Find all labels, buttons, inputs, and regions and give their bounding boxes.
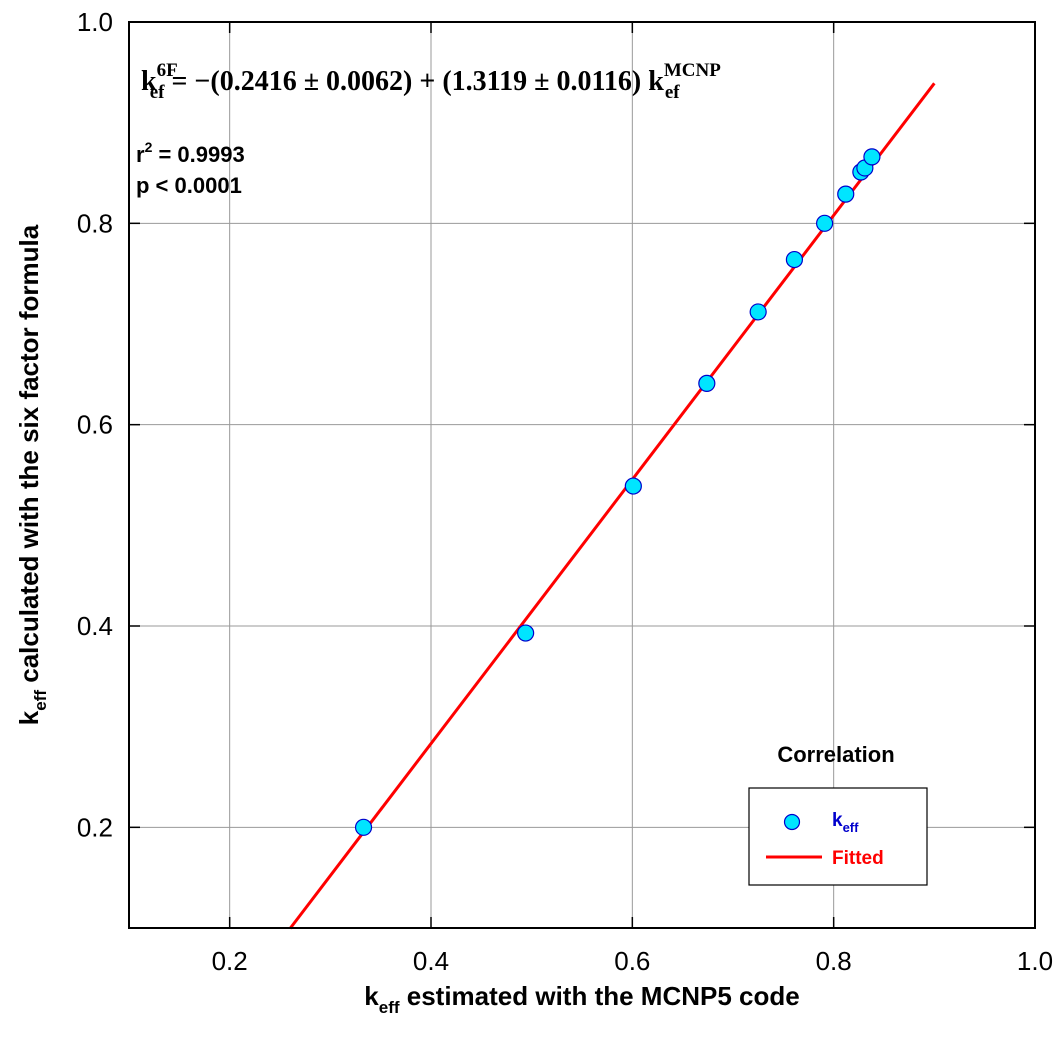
eq-lhs-sup: 6F	[157, 60, 178, 81]
r2-sup: 2	[145, 139, 153, 155]
y-title-main: k	[14, 710, 44, 725]
data-point	[698, 374, 716, 392]
r2-value: = 0.9993	[152, 142, 244, 167]
x-axis-title: keff estimated with the MCNP5 code	[364, 981, 799, 1017]
plot-frame	[128, 21, 1036, 929]
y-tick-label: 0.8	[77, 208, 113, 238]
data-point	[354, 818, 373, 836]
y-tick-label: 1.0	[77, 7, 113, 37]
y-tick-label: 0.4	[77, 611, 113, 641]
x-tick-label: 1.0	[1017, 946, 1053, 976]
x-tick-label: 0.8	[816, 946, 852, 976]
data-point	[816, 214, 834, 232]
x-title-rest: estimated with the MCNP5 code	[400, 981, 800, 1011]
legend-marker-keff	[783, 813, 801, 831]
data-point	[863, 148, 881, 166]
legend-label-fitted: Fitted	[832, 848, 884, 869]
eq-lhs-sub: ef	[150, 82, 165, 103]
data-point	[517, 624, 535, 642]
plot-area	[288, 82, 936, 930]
eq-rhs-sup: MCNP	[664, 60, 721, 81]
regression-equation: k6F ef = −(0.2416 ± 0.0062) + (1.3119 ± 0…	[141, 60, 721, 103]
p-value-text: p < 0.0001	[136, 173, 242, 198]
y-tick-labels: 0.2 0.4 0.6 0.8 1.0	[77, 7, 113, 842]
y-title-rest: calculated with the six factor formula	[14, 224, 44, 690]
x-tick-label: 0.4	[413, 946, 449, 976]
r-squared-text: r2 = 0.9993	[136, 139, 245, 167]
data-point	[749, 303, 767, 321]
legend-title: Correlation	[777, 742, 894, 767]
legend-keff-sub: eff	[843, 820, 860, 835]
x-title-sub: eff	[379, 998, 400, 1017]
eq-lhs-k: k	[141, 66, 157, 97]
y-title-sub: eff	[31, 690, 50, 711]
data-point	[785, 250, 804, 269]
eq-rhs-sub: ef	[665, 82, 680, 103]
y-tick-label: 0.2	[77, 812, 113, 842]
legend-keff-main: k	[832, 810, 843, 831]
y-axis-title: keff calculated with the six factor form…	[14, 224, 50, 725]
legend-box	[748, 787, 928, 886]
eq-middle: = −(0.2416 ± 0.0062) + (1.3119 ± 0.0116)…	[164, 66, 664, 97]
x-tick-label: 0.2	[212, 946, 248, 976]
x-title-main: k	[364, 981, 379, 1011]
data-point	[624, 477, 642, 495]
x-tick-label: 0.6	[614, 946, 650, 976]
y-tick-label: 0.6	[77, 410, 113, 440]
legend-label-keff: keff	[832, 810, 859, 835]
x-tick-labels: 0.2 0.4 0.6 0.8 1.0	[212, 946, 1053, 976]
r2-prefix: r	[136, 142, 145, 167]
data-point	[837, 185, 855, 203]
